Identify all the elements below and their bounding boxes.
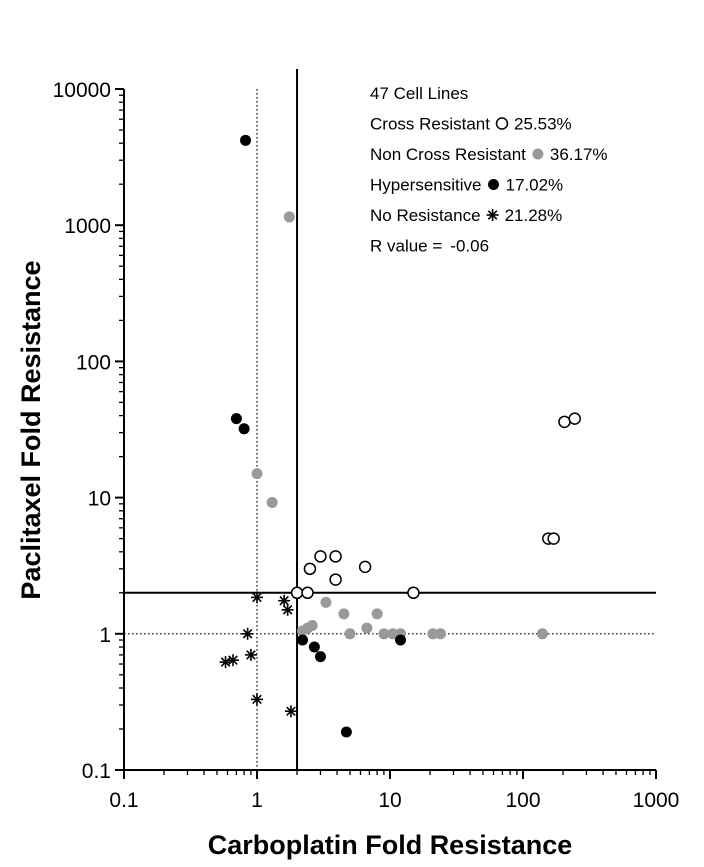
legend-entry-percent: 36.17% [550, 145, 608, 164]
asterisk-point [241, 627, 254, 640]
y-tick-label: 100 [76, 351, 111, 374]
legend-entry-label: Hypersensitive [370, 176, 482, 195]
x-tick-label: 100 [505, 789, 540, 812]
legend-entry-percent: 21.28% [505, 206, 563, 225]
black-circle-point [238, 423, 250, 435]
y-tick-label: 1000 [64, 215, 111, 238]
black-circle-point [395, 634, 407, 646]
open-circle-point [358, 560, 372, 574]
legend-header: 47 Cell Lines [370, 84, 468, 103]
asterisk-point [244, 648, 257, 661]
open-circle-point [290, 586, 304, 600]
x-tick-label: 1000 [633, 789, 680, 812]
x-tick-label: 10 [378, 789, 401, 812]
reference-lines [124, 69, 656, 770]
x-tick-label: 0.1 [109, 789, 138, 812]
black-circle-point [230, 413, 242, 425]
gray-circle-point [536, 628, 548, 640]
gray-circle-point [338, 608, 350, 620]
gray-circle-point [251, 468, 263, 480]
gray-circle-point [435, 628, 447, 640]
asterisk-stroke [220, 657, 231, 667]
black-circle-point [240, 134, 252, 146]
gray-circle-point [344, 628, 356, 640]
black-circle-point [314, 651, 326, 663]
data-points [219, 134, 582, 738]
asterisk-stroke [252, 694, 262, 705]
asterisk-point [284, 705, 297, 718]
y-tick-label: 0.1 [82, 760, 111, 783]
legend-gray-circle-marker [532, 148, 544, 160]
gray-circle-point [387, 628, 399, 640]
asterisk-point [278, 594, 291, 607]
r-value: -0.06 [450, 237, 489, 256]
gray-circle-point [283, 211, 295, 223]
asterisk-point [281, 603, 294, 616]
open-circle-point [407, 586, 420, 600]
legend-entry-label: Non Cross Resistant [370, 145, 526, 164]
asterisk-stroke [246, 650, 256, 660]
open-circle-point [301, 586, 314, 600]
y-tick-label: 1 [99, 624, 111, 647]
asterisk-stroke [282, 605, 293, 615]
legend-asterisk-marker [486, 209, 499, 221]
gray-circle-point [306, 620, 318, 632]
axes: 0.1 1 10 100 1000 0.1 1 10 100 1000 10000 [53, 79, 680, 812]
black-circle-point [340, 726, 352, 738]
gray-circle-point [361, 622, 373, 634]
gray-circle-point [427, 628, 439, 640]
legend-entry-label: Cross Resistant [370, 115, 490, 134]
y-tick-label: 10 [88, 488, 111, 511]
legend: 47 Cell Lines Cross Resistant 25.53% Non Cr… [370, 84, 608, 256]
legend-black-circle-marker [488, 179, 499, 190]
asterisk-point [251, 591, 263, 604]
gray-circle-point [378, 628, 390, 640]
asterisk-stroke [279, 595, 289, 606]
open-circle-point [547, 532, 560, 545]
black-circle-point [308, 641, 320, 653]
legend-entry-percent: 25.53% [514, 115, 572, 134]
legend-entry-percent: 17.02% [506, 176, 564, 195]
y-tick-label: 10000 [53, 79, 111, 102]
asterisk-point [251, 693, 263, 706]
y-axis-title: Paclitaxel Fold Resistance [16, 260, 46, 599]
asterisk-point [219, 656, 232, 669]
asterisk-stroke [487, 210, 498, 220]
x-axis-title: Carboplatin Fold Resistance [208, 830, 573, 860]
black-circle-point [297, 634, 309, 646]
asterisk-stroke [252, 592, 262, 603]
asterisk-stroke [228, 655, 238, 666]
open-circle-point [329, 550, 342, 563]
gray-circle-point [320, 596, 332, 608]
open-circle-point [558, 415, 571, 429]
gray-circle-point [266, 497, 278, 509]
asterisk-point [226, 654, 239, 667]
gray-circle-point [371, 608, 383, 620]
asterisk-stroke [242, 628, 253, 639]
x-tick-label: 1 [251, 789, 263, 812]
open-circle-point [568, 412, 582, 425]
legend-entry-label: No Resistance [370, 206, 481, 225]
r-value-label: R value = [370, 237, 442, 256]
legend-open-circle-marker [495, 117, 509, 130]
open-circle-point [314, 550, 327, 563]
open-circle-point [303, 562, 317, 576]
asterisk-stroke [286, 706, 296, 717]
open-circle-point [329, 573, 342, 586]
